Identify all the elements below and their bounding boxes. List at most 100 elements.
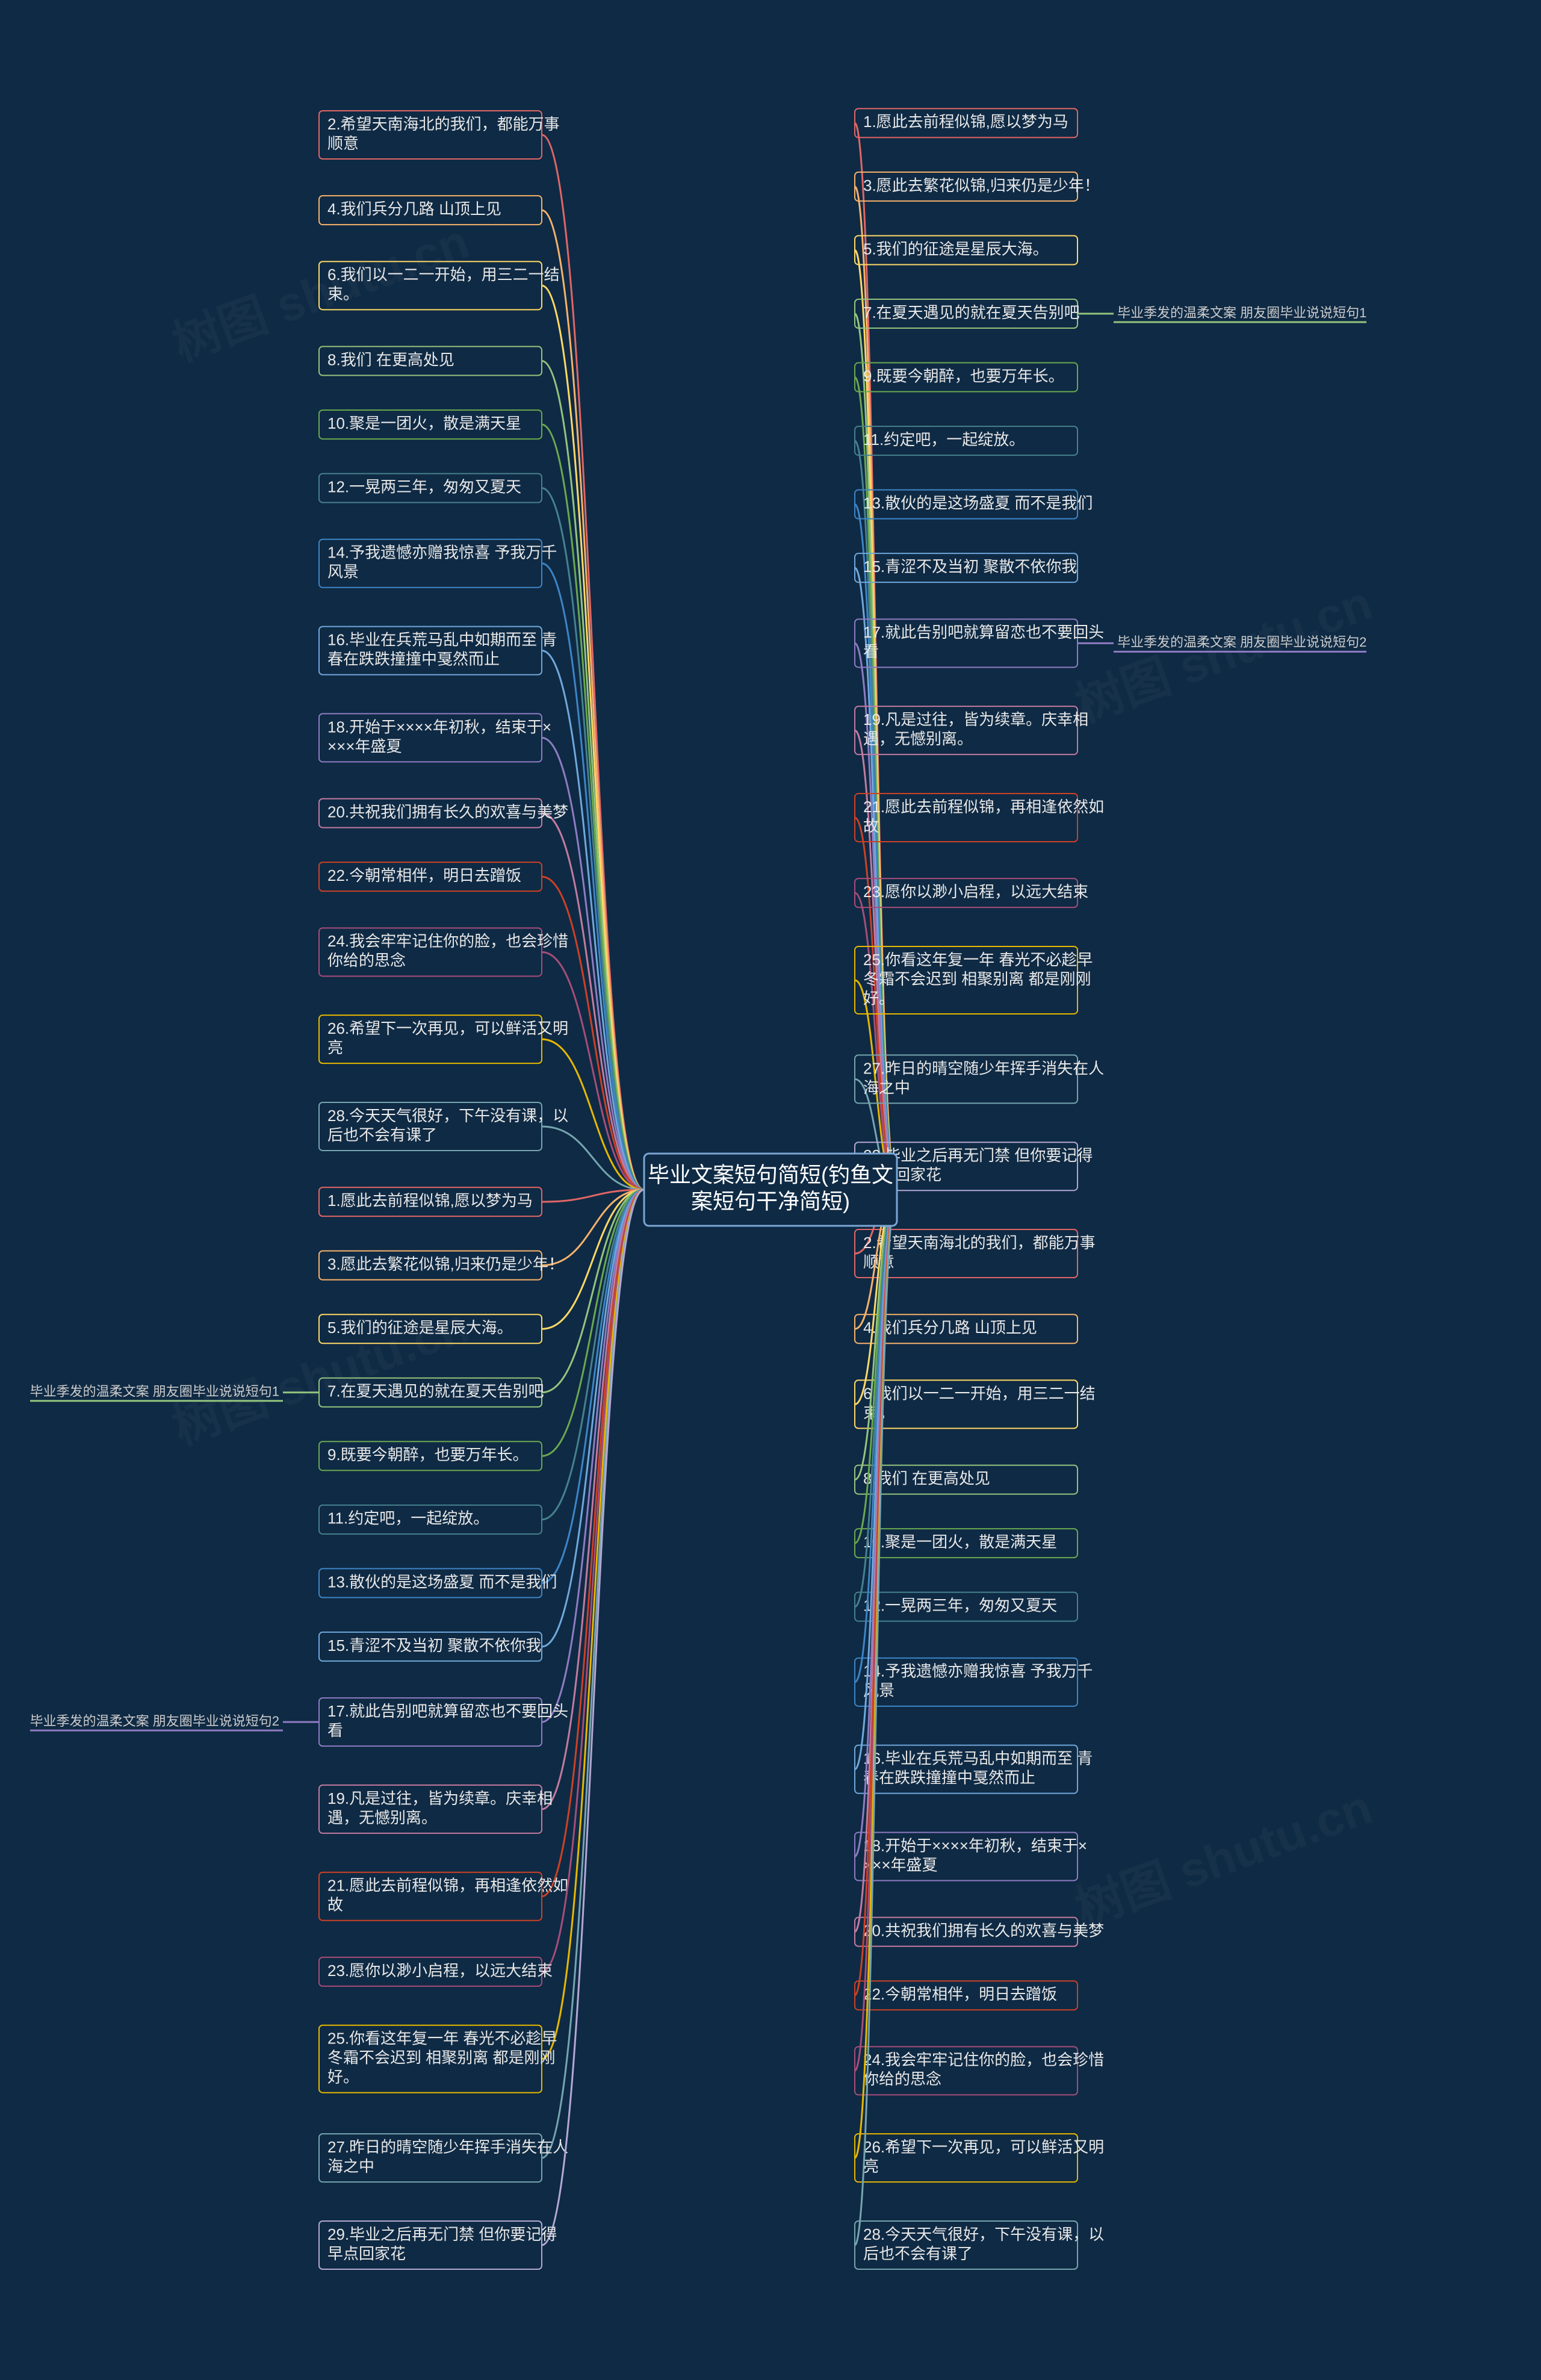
mindmap-node[interactable]: 15.青涩不及当初 聚散不依你我 <box>863 558 1077 576</box>
mindmap-node[interactable]: 13.散伙的是这场盛夏 而不是我们 <box>863 494 1093 512</box>
mindmap-node[interactable]: 27.昨日的晴空随少年挥手消失在人海之中 <box>863 1059 1104 1096</box>
mindmap-node[interactable]: 4.我们兵分几路 山顶上见 <box>863 1319 1037 1337</box>
mindmap-edge <box>542 1190 644 1520</box>
node-text-line: 束。 <box>327 285 359 303</box>
node-text-line: 13.散伙的是这场盛夏 而不是我们 <box>327 1573 557 1591</box>
node-text-line: 9.既要今朝醉，也要万年长。 <box>327 1446 529 1464</box>
mindmap-node[interactable]: 22.今朝常相伴，明日去蹭饭 <box>863 1985 1057 2003</box>
center-title-line: 案短句干净简短) <box>691 1189 850 1214</box>
mindmap-node[interactable]: 12.一晃两三年，匆匆又夏天 <box>863 1597 1057 1615</box>
node-text-line: 27.昨日的晴空随少年挥手消失在人 <box>327 2138 568 2156</box>
mindmap-node[interactable]: 15.青涩不及当初 聚散不依你我 <box>327 1636 541 1655</box>
mindmap-node[interactable]: 2.希望天南海北的我们，都能万事顺意 <box>327 115 560 152</box>
mindmap-node[interactable]: 20.共祝我们拥有长久的欢喜与美梦 <box>327 803 568 821</box>
node-text-line: 遇，无憾别离。 <box>327 1809 437 1827</box>
node-text-line: 28.今天天气很好，下午没有课，以 <box>863 2225 1104 2243</box>
node-text-line: 11.约定吧，一起绽放。 <box>863 430 1025 449</box>
mindmap-node[interactable]: 11.约定吧，一起绽放。 <box>327 1509 489 1527</box>
mindmap-edge <box>542 1190 644 1972</box>
node-text-line: 12.一晃两三年，匆匆又夏天 <box>327 477 521 496</box>
node-text-line: 2.希望天南海北的我们，都能万事 <box>863 1234 1096 1252</box>
node-text-line: 19.凡是过往，皆为续章。庆幸相 <box>863 710 1088 729</box>
mindmap-node[interactable]: 21.愿此去前程似锦，再相逢依然如故 <box>863 798 1104 835</box>
mindmap-node[interactable]: 14.予我遗憾亦赠我惊喜 予我万千风景 <box>863 1662 1093 1700</box>
mindmap-node[interactable]: 20.共祝我们拥有长久的欢喜与美梦 <box>863 1922 1104 1940</box>
mindmap-node[interactable]: 9.既要今朝醉，也要万年长。 <box>863 367 1064 385</box>
mindmap-node[interactable]: 27.昨日的晴空随少年挥手消失在人海之中 <box>327 2138 568 2175</box>
mindmap-node[interactable]: 16.毕业在兵荒马乱中如期而至 青春在跌跌撞撞中戛然而止 <box>863 1750 1093 1787</box>
mindmap-node[interactable]: 14.予我遗憾亦赠我惊喜 予我万千风景 <box>327 544 557 581</box>
mindmap-node[interactable]: 2.希望天南海北的我们，都能万事顺意 <box>863 1234 1096 1271</box>
mindmap-node[interactable]: 23.愿你以渺小启程，以远大结束 <box>327 1962 553 1980</box>
mindmap-node[interactable]: 11.约定吧，一起绽放。 <box>863 430 1025 449</box>
node-text-line: 16.毕业在兵荒马乱中如期而至 青 <box>863 1750 1093 1768</box>
node-text-line: 3.愿此去繁花似锦,归来仍是少年！ <box>863 176 1100 194</box>
mindmap-node[interactable]: 10.聚是一团火，散是满天星 <box>327 414 521 432</box>
mindmap-node[interactable]: 21.愿此去前程似锦，再相逢依然如故 <box>327 1877 568 1914</box>
node-text-line: 10.聚是一团火，散是满天星 <box>327 414 521 432</box>
node-text-line: 好。 <box>327 2068 359 2086</box>
node-text-line: 22.今朝常相伴，明日去蹭饭 <box>327 866 521 884</box>
node-text-line: 12.一晃两三年，匆匆又夏天 <box>863 1597 1057 1615</box>
mindmap-node[interactable]: 25.你看这年复一年 春光不必趁早冬霜不会迟到 相聚别离 都是刚刚好。 <box>863 951 1093 1007</box>
node-text-line: 好。 <box>863 989 895 1007</box>
mindmap-node[interactable]: 7.在夏天遇见的就在夏天告别吧 <box>327 1382 544 1400</box>
node-text-line: 4.我们兵分几路 山顶上见 <box>327 200 501 218</box>
mindmap-node[interactable]: 24.我会牢牢记住你的脸，也会珍惜你给的思念 <box>863 2051 1104 2088</box>
node-text-line: 24.我会牢牢记住你的脸，也会珍惜 <box>327 932 568 950</box>
mindmap-node[interactable]: 18.开始于××××年初秋，结束于××××年盛夏 <box>863 1836 1087 1874</box>
mindmap-node[interactable]: 8.我们 在更高处见 <box>863 1469 990 1487</box>
node-text-line: 5.我们的征途是星辰大海。 <box>863 240 1049 258</box>
mindmap-node[interactable]: 24.我会牢牢记住你的脸，也会珍惜你给的思念 <box>327 932 568 969</box>
node-text-line: 26.希望下一次再见，可以鲜活又明 <box>327 1019 568 1037</box>
mindmap-node[interactable]: 25.你看这年复一年 春光不必趁早冬霜不会迟到 相聚别离 都是刚刚好。 <box>327 2030 557 2086</box>
mindmap-node[interactable]: 12.一晃两三年，匆匆又夏天 <box>327 477 521 496</box>
node-text-line: 15.青涩不及当初 聚散不依你我 <box>327 1636 541 1655</box>
mindmap-svg: 树图 shutu.cn树图 shutu.cn树图 shutu.cn树图 shut… <box>0 0 1541 2380</box>
mindmap-node[interactable]: 18.开始于××××年初秋，结束于××××年盛夏 <box>327 718 551 755</box>
node-text-line: 20.共祝我们拥有长久的欢喜与美梦 <box>863 1922 1104 1940</box>
node-text-line: 1.愿此去前程似锦,愿以梦为马 <box>863 113 1068 131</box>
mindmap-node[interactable]: 29.毕业之后再无门禁 但你要记得早点回家花 <box>327 2225 557 2263</box>
node-text-line: 7.在夏天遇见的就在夏天告别吧 <box>327 1382 544 1400</box>
mindmap-node[interactable]: 28.今天天气很好，下午没有课，以后也不会有课了 <box>327 1107 568 1144</box>
mindmap-node[interactable]: 5.我们的征途是星辰大海。 <box>327 1319 513 1337</box>
node-text-line: 10.聚是一团火，散是满天星 <box>863 1533 1057 1551</box>
mindmap-node[interactable]: 13.散伙的是这场盛夏 而不是我们 <box>327 1573 557 1591</box>
mindmap-node[interactable]: 10.聚是一团火，散是满天星 <box>863 1533 1057 1551</box>
mindmap-node[interactable]: 8.我们 在更高处见 <box>327 350 454 368</box>
node-text-line: 27.昨日的晴空随少年挥手消失在人 <box>863 1059 1104 1077</box>
mindmap-node[interactable]: 3.愿此去繁花似锦,归来仍是少年！ <box>327 1255 564 1273</box>
node-text-line: 遇，无憾别离。 <box>863 730 973 748</box>
mindmap-node[interactable]: 5.我们的征途是星辰大海。 <box>863 240 1049 258</box>
mindmap-node[interactable]: 6.我们以一二一开始，用三二一结束。 <box>863 1384 1096 1421</box>
mindmap-node[interactable]: 19.凡是过往，皆为续章。庆幸相遇，无憾别离。 <box>327 1789 553 1827</box>
node-text-line: 亮 <box>863 2157 879 2175</box>
mindmap-node[interactable]: 26.希望下一次再见，可以鲜活又明亮 <box>327 1019 568 1057</box>
mindmap-node[interactable]: 26.希望下一次再见，可以鲜活又明亮 <box>863 2138 1104 2175</box>
mindmap-node[interactable]: 17.就此告别吧就算留恋也不要回头看 <box>863 623 1104 660</box>
mindmap-edge <box>542 210 644 1190</box>
mindmap-node[interactable]: 1.愿此去前程似锦,愿以梦为马 <box>863 113 1068 131</box>
node-text-line: 22.今朝常相伴，明日去蹭饭 <box>863 1985 1057 2003</box>
mindmap-node[interactable]: 3.愿此去繁花似锦,归来仍是少年！ <box>863 176 1100 194</box>
mindmap-node[interactable]: 28.今天天气很好，下午没有课，以后也不会有课了 <box>863 2225 1104 2263</box>
node-text-line: 故 <box>863 817 879 835</box>
node-text-line: ×××年盛夏 <box>327 737 402 755</box>
mindmap-node[interactable]: 19.凡是过往，皆为续章。庆幸相遇，无憾别离。 <box>863 710 1088 748</box>
mindmap-node[interactable]: 23.愿你以渺小启程，以远大结束 <box>863 883 1088 901</box>
mindmap-node[interactable]: 7.在夏天遇见的就在夏天告别吧 <box>863 303 1080 322</box>
mindmap-node[interactable]: 16.毕业在兵荒马乱中如期而至 青春在跌跌撞撞中戛然而止 <box>327 630 557 668</box>
node-text-line: 21.愿此去前程似锦，再相逢依然如 <box>863 798 1104 816</box>
node-text-line: 春在跌跌撞撞中戛然而止 <box>327 650 500 668</box>
node-text-line: 23.愿你以渺小启程，以远大结束 <box>863 883 1088 901</box>
mindmap-node[interactable]: 4.我们兵分几路 山顶上见 <box>327 200 501 218</box>
mindmap-node[interactable]: 17.就此告别吧就算留恋也不要回头看 <box>327 1702 568 1739</box>
node-text-line: 8.我们 在更高处见 <box>327 350 454 368</box>
mindmap-node[interactable]: 22.今朝常相伴，明日去蹭饭 <box>327 866 521 884</box>
mindmap-node[interactable]: 1.愿此去前程似锦,愿以梦为马 <box>327 1192 533 1210</box>
node-text-line: 29.毕业之后再无门禁 但你要记得 <box>327 2225 557 2243</box>
mindmap-node[interactable]: 9.既要今朝醉，也要万年长。 <box>327 1446 529 1464</box>
node-text-line: 春在跌跌撞撞中戛然而止 <box>863 1769 1035 1787</box>
node-text-line: ×××年盛夏 <box>863 1856 938 1874</box>
